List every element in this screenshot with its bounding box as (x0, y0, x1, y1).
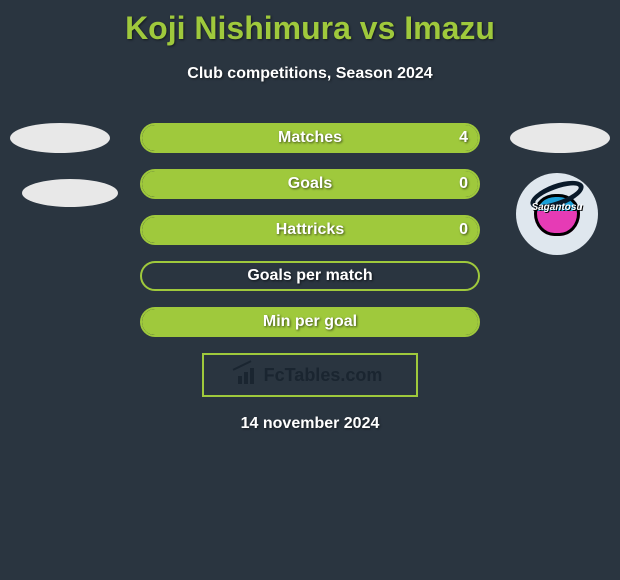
stat-row-min-per-goal: Min per goal (140, 307, 480, 337)
stat-row-hattricks: Hattricks 0 (140, 215, 480, 245)
player-avatar-left-top (10, 123, 110, 153)
stat-row-goals: Goals 0 (140, 169, 480, 199)
stat-value: 4 (459, 125, 468, 151)
stat-fill (142, 309, 478, 335)
subtitle: Club competitions, Season 2024 (0, 65, 620, 83)
brand-box[interactable]: FcTables.com (202, 353, 418, 397)
stat-bars: Matches 4 Goals 0 Hattricks 0 Goals per … (140, 123, 480, 337)
club-badge-graphic: Sagantosu (527, 186, 587, 242)
stat-row-matches: Matches 4 (140, 123, 480, 153)
stat-label: Goals per match (142, 263, 478, 289)
bar-chart-icon (238, 366, 260, 384)
stat-fill (142, 125, 478, 151)
page-title: Koji Nishimura vs Imazu (0, 0, 620, 47)
player-avatar-left-bottom (22, 179, 118, 207)
stat-value: 0 (459, 217, 468, 243)
date-text: 14 november 2024 (0, 415, 620, 433)
stat-value: 0 (459, 171, 468, 197)
player-avatar-right (510, 123, 610, 153)
stat-fill (142, 171, 478, 197)
stat-row-goals-per-match: Goals per match (140, 261, 480, 291)
stats-area: Sagantosu Matches 4 Goals 0 Hattricks 0 … (0, 123, 620, 433)
brand-text: FcTables.com (264, 365, 383, 386)
club-badge: Sagantosu (516, 173, 598, 255)
stat-fill (142, 217, 478, 243)
club-badge-text: Sagantosu (527, 202, 587, 213)
